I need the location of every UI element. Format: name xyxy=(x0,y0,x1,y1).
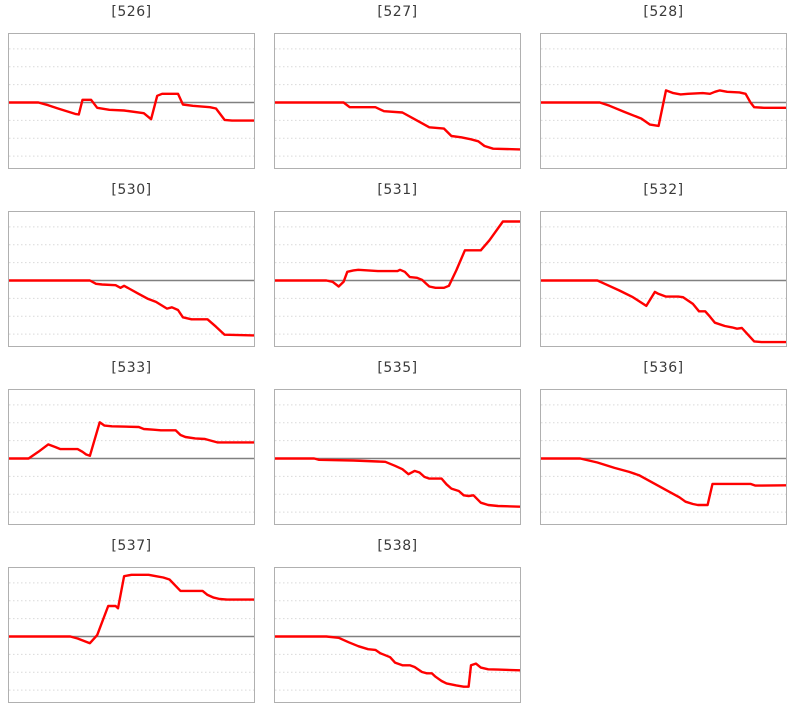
chart-cell: [536] xyxy=(540,358,787,525)
sparkline-chart xyxy=(541,404,786,513)
series-line xyxy=(541,89,786,128)
series-line xyxy=(9,92,254,122)
chart-title: [527] xyxy=(377,4,418,20)
chart-frame xyxy=(274,33,521,169)
sparkline-chart xyxy=(275,582,520,691)
chart-frame xyxy=(274,389,521,525)
chart-cell: [530] xyxy=(8,180,255,347)
chart-title: [538] xyxy=(377,538,418,554)
sparkline-chart xyxy=(275,220,520,335)
chart-title: [530] xyxy=(111,182,152,198)
chart-frame xyxy=(540,389,787,525)
chart-cell: [535] xyxy=(274,358,521,525)
chart-frame xyxy=(8,389,255,525)
chart-title: [536] xyxy=(643,360,684,376)
series-line xyxy=(275,101,520,151)
sparkline-chart xyxy=(541,48,786,157)
sparkline-chart xyxy=(9,404,254,513)
chart-cell: [531] xyxy=(274,180,521,347)
sparkline-chart xyxy=(275,404,520,513)
chart-title: [533] xyxy=(111,360,152,376)
chart-frame xyxy=(8,33,255,169)
series-line xyxy=(9,421,254,460)
chart-frame xyxy=(8,211,255,347)
chart-cell: [537] xyxy=(8,536,255,703)
series-line xyxy=(9,279,254,337)
chart-cell: [532] xyxy=(540,180,787,347)
chart-cell: [528] xyxy=(540,2,787,169)
series-line xyxy=(541,279,786,344)
series-line xyxy=(275,457,520,508)
chart-title: [528] xyxy=(643,4,684,20)
chart-cell: [538] xyxy=(274,536,521,703)
sparkline-chart xyxy=(541,226,786,344)
series-line xyxy=(9,573,254,645)
chart-cell: [526] xyxy=(8,2,255,169)
sparkline-chart xyxy=(275,48,520,157)
series-line xyxy=(541,457,786,507)
chart-title: [526] xyxy=(111,4,152,20)
chart-frame xyxy=(540,211,787,347)
chart-cell: [527] xyxy=(274,2,521,169)
chart-title: [532] xyxy=(643,182,684,198)
series-line xyxy=(275,635,520,688)
chart-frame xyxy=(540,33,787,169)
chart-title: [535] xyxy=(377,360,418,376)
sparkline-chart xyxy=(9,48,254,157)
sparkline-chart xyxy=(9,573,254,691)
chart-title: [531] xyxy=(377,182,418,198)
chart-title: [537] xyxy=(111,538,152,554)
chart-frame xyxy=(274,567,521,703)
sparkline-chart xyxy=(9,226,254,337)
series-line xyxy=(275,220,520,290)
chart-cell: [533] xyxy=(8,358,255,525)
chart-frame xyxy=(274,211,521,347)
chart-frame xyxy=(8,567,255,703)
